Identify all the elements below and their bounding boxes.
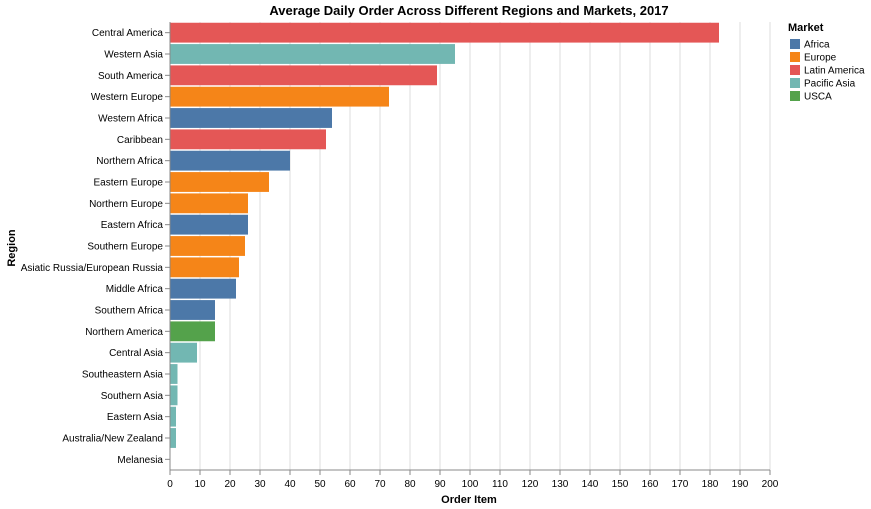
y-axis-title: Region: [6, 229, 18, 267]
x-tick-label: 40: [284, 479, 296, 490]
bar: [170, 193, 248, 214]
y-tick-label: Western Asia: [104, 50, 163, 61]
x-tick-label: 110: [492, 479, 508, 490]
x-tick-label: 130: [552, 479, 569, 490]
y-tick-label: Middle Africa: [106, 284, 164, 295]
x-tick-label: 170: [672, 479, 689, 490]
y-tick-label: Eastern Asia: [107, 412, 164, 423]
x-tick-label: 80: [404, 479, 416, 490]
x-tick-label: 70: [374, 479, 386, 490]
y-tick-label: Southern Europe: [87, 242, 163, 253]
legend-label: Europe: [804, 53, 837, 64]
y-tick-label: Western Africa: [98, 114, 163, 125]
bar: [170, 44, 455, 64]
y-tick-label: Australia/New Zealand: [62, 434, 163, 445]
y-tick-label: Eastern Africa: [101, 220, 164, 231]
bar: [170, 321, 215, 342]
x-axis: 0 10 20 30 40 50 60 70 80 90 100 110 120 130 140 150 160…: [167, 469, 779, 490]
x-tick-label: 10: [194, 479, 206, 490]
x-tick-label: 20: [224, 479, 236, 490]
x-tick-label: 50: [314, 479, 326, 490]
bar: [170, 406, 176, 427]
y-tick-label: Caribbean: [117, 135, 163, 146]
x-tick-label: 100: [462, 479, 479, 490]
x-tick-label: 140: [582, 479, 599, 490]
y-tick-label: Melanesia: [117, 455, 163, 466]
legend-swatch: [790, 91, 800, 101]
bar: [170, 342, 197, 363]
y-tick-label: Asiatic Russia/European Russia: [21, 263, 164, 274]
x-tick-label: 60: [344, 479, 356, 490]
bar: [170, 22, 719, 43]
bar: [170, 150, 290, 171]
y-tick-label: Northern Europe: [89, 199, 163, 210]
bar: [170, 385, 178, 406]
legend-swatch: [790, 65, 800, 75]
y-tick-label: Southern Africa: [95, 306, 164, 317]
y-tick-label: Southeastern Asia: [82, 370, 164, 381]
x-tick-label: 180: [702, 479, 719, 490]
y-tick-label: South America: [98, 71, 163, 82]
bar: [170, 129, 326, 150]
y-tick-label: Southern Asia: [101, 391, 164, 402]
legend-label: Africa: [804, 40, 830, 51]
y-tick-label: Central Asia: [109, 348, 163, 359]
bar: [170, 278, 236, 299]
legend-label: USCA: [804, 92, 832, 103]
y-tick-label: Western Europe: [91, 92, 164, 103]
x-tick-label: 160: [642, 479, 659, 490]
legend-label: Latin America: [804, 66, 865, 77]
bar: [170, 214, 248, 235]
x-tick-label: 200: [762, 479, 779, 490]
x-tick-label: 120: [522, 479, 539, 490]
chart-title: Average Daily Order Across Different Reg…: [269, 3, 668, 18]
y-tick-label: Eastern Europe: [94, 178, 164, 189]
bar: [170, 364, 178, 384]
bar: [170, 65, 437, 86]
bar: [170, 300, 215, 320]
legend-title: Market: [788, 22, 824, 34]
legend: Market Africa Europe Latin America Pacific …: [788, 22, 865, 103]
x-tick-label: 90: [434, 479, 446, 490]
legend-swatch: [790, 78, 800, 88]
y-tick-label: Central America: [92, 28, 164, 39]
y-tick-label: Northern America: [85, 327, 163, 338]
legend-swatch: [790, 39, 800, 49]
x-tick-label: 150: [612, 479, 629, 490]
y-axis: Central America Western Asia South America…: [21, 22, 171, 470]
bar: [170, 86, 389, 107]
x-tick-label: 30: [254, 479, 266, 490]
x-axis-title: Order Item: [441, 494, 497, 506]
bar: [170, 172, 269, 192]
legend-label: Pacific Asia: [804, 79, 856, 90]
bars: [170, 22, 719, 448]
y-tick-label: Northern Africa: [96, 156, 163, 167]
bar: [170, 257, 239, 278]
x-tick-label: 190: [732, 479, 749, 490]
bar: [170, 428, 176, 448]
x-tick-label: 0: [167, 479, 173, 490]
bar: [170, 108, 332, 128]
bar: [170, 236, 245, 256]
legend-swatch: [790, 52, 800, 62]
